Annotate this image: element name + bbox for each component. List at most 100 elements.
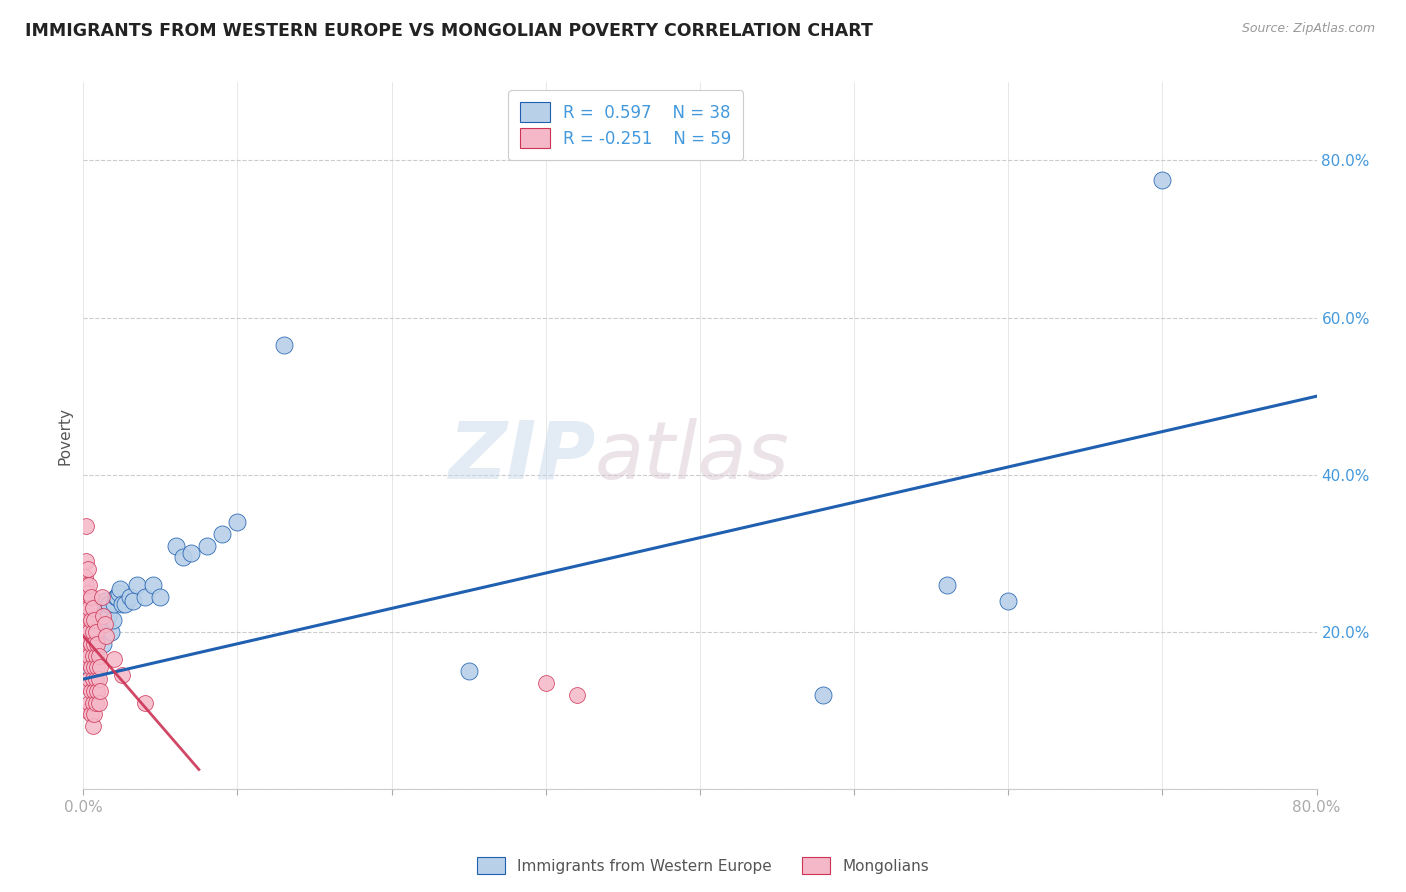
Point: [80, 590, 103, 604]
Point: [83, 684, 105, 698]
Point: [82, 648, 104, 663]
Point: [134, 590, 156, 604]
Point: [83, 613, 105, 627]
Point: [91, 609, 114, 624]
Point: [89, 684, 111, 698]
Point: [82, 719, 104, 733]
Point: [114, 598, 136, 612]
Point: [82, 645, 104, 659]
Point: [105, 590, 128, 604]
Point: [173, 550, 195, 565]
Point: [104, 590, 127, 604]
Point: [79, 696, 101, 710]
Point: [89, 660, 111, 674]
Point: [87, 672, 110, 686]
Point: [457, 665, 479, 679]
Point: [75, 648, 97, 663]
Point: [97, 609, 120, 624]
Point: [83, 672, 105, 686]
Point: [935, 578, 957, 592]
Point: [77, 562, 100, 576]
Point: [79, 648, 101, 663]
Point: [86, 684, 108, 698]
Text: atlas: atlas: [595, 417, 790, 496]
Point: [79, 672, 101, 686]
Point: [565, 688, 588, 702]
Point: [107, 585, 129, 599]
Point: [77, 609, 100, 624]
Point: [83, 707, 105, 722]
Point: [77, 657, 100, 671]
Point: [534, 676, 557, 690]
Point: [80, 707, 103, 722]
Point: [226, 515, 249, 529]
Point: [90, 590, 112, 604]
Point: [83, 660, 105, 674]
Point: [84, 672, 107, 686]
Point: [79, 601, 101, 615]
Text: ZIP: ZIP: [447, 417, 595, 496]
Point: [75, 624, 97, 639]
Legend: Immigrants from Western Europe, Mongolians: Immigrants from Western Europe, Mongolia…: [471, 851, 935, 880]
Point: [111, 668, 134, 682]
Point: [127, 578, 149, 592]
Point: [121, 593, 143, 607]
Point: [110, 582, 132, 596]
Point: [87, 648, 110, 663]
Text: Source: ZipAtlas.com: Source: ZipAtlas.com: [1241, 22, 1375, 36]
Point: [73, 640, 96, 655]
Point: [94, 617, 117, 632]
Point: [84, 624, 107, 639]
Point: [195, 539, 218, 553]
Point: [84, 632, 107, 647]
Point: [90, 617, 112, 632]
Point: [813, 688, 835, 702]
Point: [1152, 173, 1174, 187]
Point: [86, 637, 108, 651]
Point: [79, 578, 101, 592]
Point: [94, 593, 117, 607]
Point: [87, 613, 110, 627]
Point: [100, 624, 122, 639]
Point: [82, 696, 104, 710]
Point: [98, 598, 121, 612]
Point: [103, 598, 125, 612]
Point: [82, 672, 104, 686]
Point: [83, 637, 105, 651]
Point: [73, 617, 96, 632]
Point: [80, 660, 103, 674]
Point: [211, 526, 233, 541]
Point: [997, 593, 1019, 607]
Point: [142, 578, 165, 592]
Point: [86, 660, 108, 674]
Point: [75, 519, 97, 533]
Point: [91, 637, 114, 651]
Point: [75, 601, 97, 615]
Point: [180, 546, 202, 560]
Point: [80, 613, 103, 627]
Point: [75, 578, 97, 592]
Point: [77, 585, 100, 599]
Legend: R =  0.597    N = 38, R = -0.251    N = 59: R = 0.597 N = 38, R = -0.251 N = 59: [509, 90, 744, 160]
Point: [103, 652, 125, 666]
Point: [82, 601, 104, 615]
Point: [86, 624, 108, 639]
Text: IMMIGRANTS FROM WESTERN EUROPE VS MONGOLIAN POVERTY CORRELATION CHART: IMMIGRANTS FROM WESTERN EUROPE VS MONGOL…: [25, 22, 873, 40]
Point: [111, 598, 134, 612]
Point: [134, 696, 156, 710]
Point: [149, 590, 172, 604]
Point: [80, 637, 103, 651]
Point: [75, 554, 97, 568]
Point: [165, 539, 187, 553]
Point: [101, 613, 124, 627]
Point: [87, 696, 110, 710]
Point: [96, 629, 118, 643]
Point: [96, 613, 118, 627]
Point: [273, 338, 295, 352]
Point: [73, 570, 96, 584]
Point: [118, 590, 141, 604]
Point: [73, 593, 96, 607]
Point: [79, 624, 101, 639]
Point: [84, 648, 107, 663]
Point: [77, 632, 100, 647]
